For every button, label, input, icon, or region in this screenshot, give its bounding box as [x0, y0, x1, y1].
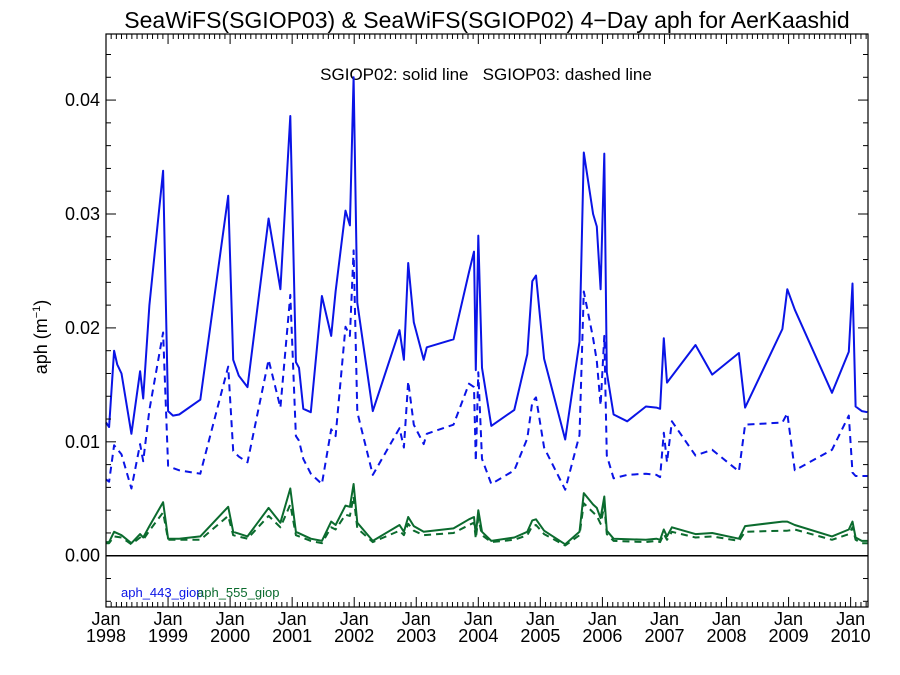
y-axis-label: aph (m−1): [31, 300, 51, 375]
x-tick-label-year: 2006: [582, 626, 622, 646]
series-line-3: [106, 495, 868, 547]
x-tick-label-year: 2007: [644, 626, 684, 646]
y-tick-label: 0.04: [65, 90, 100, 110]
x-tick-label-month: Jan: [402, 609, 431, 629]
x-tick-label-year: 2002: [334, 626, 374, 646]
x-tick-label-month: Jan: [712, 609, 741, 629]
x-tick-label-month: Jan: [836, 609, 865, 629]
legend-entry-aph-443: aph_443_giop: [121, 585, 203, 600]
x-tick-label-month: Jan: [526, 609, 555, 629]
legend: aph_443_giop aph_555_giop: [121, 585, 279, 600]
x-tick-label-year: 2003: [396, 626, 436, 646]
series-line-2: [106, 483, 868, 546]
y-axis-label-close: ): [31, 300, 51, 306]
y-tick-label: 0.00: [65, 546, 100, 566]
x-tick-label-year: 1999: [148, 626, 188, 646]
x-tick-label-month: Jan: [278, 609, 307, 629]
x-tick-label-year: 2001: [272, 626, 312, 646]
x-tick-label-month: Jan: [774, 609, 803, 629]
x-tick-label-month: Jan: [464, 609, 493, 629]
y-tick-label: 0.03: [65, 204, 100, 224]
x-tick-label-month: Jan: [154, 609, 183, 629]
x-tick-label-year: 2004: [458, 626, 498, 646]
x-tick-label-year: 2005: [520, 626, 560, 646]
y-tick-label: 0.01: [65, 432, 100, 452]
legend-entry-aph-555: aph_555_giop: [197, 585, 279, 600]
x-tick-label-month: Jan: [650, 609, 679, 629]
y-axis-label-sup: −1: [31, 306, 43, 319]
x-tick-label-year: 2000: [210, 626, 250, 646]
x-tick-label-month: Jan: [340, 609, 369, 629]
x-tick-label-year: 2009: [769, 626, 809, 646]
x-tick-label-month: Jan: [588, 609, 617, 629]
chart-title: SeaWiFS(SGIOP03) & SeaWiFS(SGIOP02) 4−Da…: [124, 7, 849, 33]
x-tick-label-year: 2008: [706, 626, 746, 646]
x-tick-label-month: Jan: [91, 609, 120, 629]
series-line-1: [105, 249, 868, 491]
series-line-0: [105, 76, 868, 441]
x-tick-label-year: 2010: [831, 626, 871, 646]
y-axis-label-main: aph (m: [31, 318, 51, 374]
x-tick-label-month: Jan: [216, 609, 245, 629]
plot-frame: [105, 33, 869, 608]
y-tick-label: 0.02: [65, 318, 100, 338]
plot-area: [105, 76, 868, 557]
line-style-annotation: SGIOP02: solid line SGIOP03: dashed line: [320, 65, 652, 84]
axes: 0.000.010.020.030.04Jan1998Jan1999Jan200…: [65, 34, 871, 646]
x-tick-label-year: 1998: [86, 626, 126, 646]
